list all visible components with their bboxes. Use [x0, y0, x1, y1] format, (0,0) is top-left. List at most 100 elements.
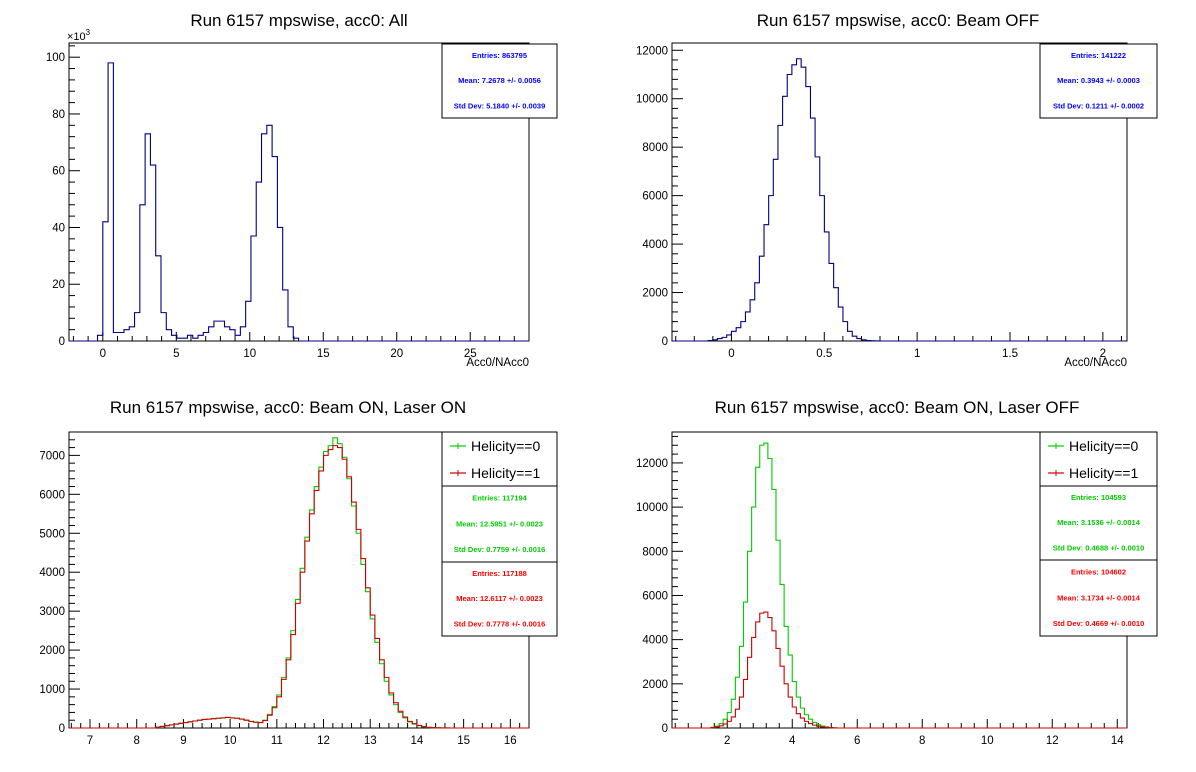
x-tick-label: 12 — [1046, 735, 1059, 747]
stats-mean: Mean: 7.2678 +/- 0.0056 — [458, 76, 541, 85]
y-tick-label: 3000 — [39, 606, 65, 618]
y-tick-label: 20 — [52, 279, 65, 291]
x-tick-label: 4 — [789, 735, 796, 747]
y-tick-label: 7000 — [39, 450, 65, 462]
x-tick-label: 6 — [854, 735, 860, 747]
legend-entry: Helicity==0 — [471, 438, 540, 454]
stats-box-frame — [1039, 485, 1158, 561]
stats-std: Std Dev: 0.1211 +/- 0.0002 — [1053, 101, 1144, 110]
x-tick-label: 10 — [243, 348, 256, 360]
legend-entry: Helicity==0 — [1069, 438, 1138, 454]
stats-entries: Entries: 863795 — [472, 51, 527, 60]
legend: Helicity==0 Helicity==1 — [1039, 431, 1158, 487]
y-tick-label: 100 — [46, 52, 65, 64]
stats-box-frame — [1039, 559, 1158, 637]
y-tick-label: 12000 — [636, 458, 668, 470]
stats-entries: Entries: 104593 — [1071, 493, 1126, 502]
stats-box-1: Entries: 117194 Mean: 12.5951 +/- 0.0023 S… — [441, 485, 558, 563]
stats-mean: Mean: 12.6117 +/- 0.0023 — [456, 594, 543, 603]
y-tick-label: 0 — [662, 723, 668, 735]
stats-box-frame — [441, 485, 558, 563]
stats-box-1: Entries: 863795 Mean: 7.2678 +/- 0.0056 St… — [441, 43, 558, 119]
stats-std: Std Dev: 0.7759 +/- 0.0016 — [454, 545, 546, 554]
stats-entries: Entries: 117188 — [472, 569, 527, 578]
legend: Helicity==0 Helicity==1 — [441, 431, 558, 487]
y-tick-label: 0 — [59, 336, 65, 348]
x-tick-label: 8 — [134, 735, 140, 747]
legend-entry: Helicity==1 — [471, 465, 540, 481]
stats-box-2: Entries: 117188 Mean: 12.6117 +/- 0.0023 S… — [441, 561, 558, 637]
stats-entries: Entries: 104602 — [1071, 567, 1126, 576]
y-tick-label: 5000 — [39, 528, 65, 540]
x-tick-label: 16 — [504, 735, 517, 747]
stats-box-frame — [1039, 43, 1158, 119]
y-tick-label: 2000 — [39, 645, 65, 657]
stats-box-1: Entries: 141222 Mean: 0.3943 +/- 0.0003 St… — [1039, 43, 1158, 119]
x-tick-label: 1 — [914, 348, 920, 360]
x-tick-label: 14 — [411, 735, 424, 747]
x-axis-label: Acc0/NAcc0 — [466, 357, 529, 369]
y-tick-label: 4000 — [642, 635, 668, 647]
stats-mean: Mean: 12.5951 +/- 0.0023 — [456, 519, 543, 528]
y-tick-label: 10000 — [636, 94, 668, 106]
chart-title: Run 6157 mpswise, acc0: Beam ON, Laser O… — [110, 398, 466, 417]
x-tick-label: 1.5 — [1002, 348, 1018, 360]
x-tick-label: 7 — [87, 735, 93, 747]
legend-box — [1039, 431, 1158, 487]
stats-box-frame — [441, 43, 558, 119]
x-tick-label: 0 — [100, 348, 106, 360]
y-exponent-power: 3 — [86, 28, 91, 37]
y-tick-label: 6000 — [642, 191, 668, 203]
stats-box-frame — [441, 561, 558, 637]
stats-entries: Entries: 141222 — [1071, 51, 1126, 60]
x-tick-label: 15 — [457, 735, 470, 747]
x-tick-label: 2 — [1100, 348, 1106, 360]
y-tick-label: 4000 — [39, 567, 65, 579]
legend-entry: Helicity==1 — [1069, 465, 1138, 481]
x-tick-label: 14 — [1111, 735, 1124, 747]
stats-entries: Entries: 117194 — [472, 493, 527, 502]
y-tick-label: 4000 — [642, 239, 668, 251]
y-tick-label: 2000 — [642, 288, 668, 300]
histogram-panel-3: Run 6157 mpswise, acc0: Beam ON, Laser O… — [39, 398, 558, 747]
y-tick-label: 0 — [662, 336, 668, 348]
series-histogram-2 — [672, 611, 1127, 729]
y-tick-label: 80 — [52, 109, 65, 121]
x-tick-label: 8 — [919, 735, 925, 747]
y-tick-label: 60 — [52, 166, 65, 178]
y-tick-label: 0 — [59, 723, 65, 735]
x-tick-label: 10 — [981, 735, 994, 747]
stats-mean: Mean: 3.1734 +/- 0.0014 — [1057, 593, 1141, 602]
x-tick-label: 25 — [464, 348, 477, 360]
x-tick-label: 10 — [224, 735, 237, 747]
x-axis-label: Acc0/NAcc0 — [1064, 357, 1127, 369]
y-tick-label: 8000 — [642, 546, 668, 558]
stats-std: Std Dev: 0.7778 +/- 0.0016 — [454, 619, 546, 628]
x-tick-label: 20 — [390, 348, 403, 360]
histogram-panel-4: Run 6157 mpswise, acc0: Beam ON, Laser O… — [636, 398, 1158, 747]
x-tick-label: 0 — [728, 348, 734, 360]
histogram-panel-2: Run 6157 mpswise, acc0: Beam OFF 0 0.5 1 1.5… — [636, 11, 1158, 369]
legend-box — [441, 431, 558, 487]
y-tick-label: 8000 — [642, 142, 668, 154]
y-tick-label: 1000 — [39, 684, 65, 696]
chart-title: Run 6157 mpswise, acc0: Beam ON, Laser O… — [715, 398, 1080, 417]
stats-std: Std Dev: 5.1840 +/- 0.0039 — [454, 101, 546, 110]
x-tick-label: 12 — [317, 735, 330, 747]
y-exponent-base: ×10 — [67, 31, 86, 43]
series-histogram-1 — [672, 442, 1127, 729]
y-tick-label: 12000 — [636, 45, 668, 57]
stats-std: Std Dev: 0.4669 +/- 0.0010 — [1053, 619, 1145, 628]
y-tick-label: 6000 — [642, 590, 668, 602]
stats-box-1: Entries: 104593 Mean: 3.1536 +/- 0.0014 St… — [1039, 485, 1158, 561]
stats-std: Std Dev: 0.4688 +/- 0.0010 — [1053, 543, 1145, 552]
x-tick-label: 0.5 — [816, 348, 832, 360]
x-tick-label: 9 — [180, 735, 186, 747]
y-exponent-label: ×103 — [67, 28, 91, 43]
x-tick-label: 13 — [364, 735, 377, 747]
stats-box-2: Entries: 104602 Mean: 3.1734 +/- 0.0014 St… — [1039, 559, 1158, 637]
series-histogram-1 — [672, 58, 1127, 342]
series-histogram-1 — [69, 62, 529, 342]
y-tick-label: 6000 — [39, 489, 65, 501]
